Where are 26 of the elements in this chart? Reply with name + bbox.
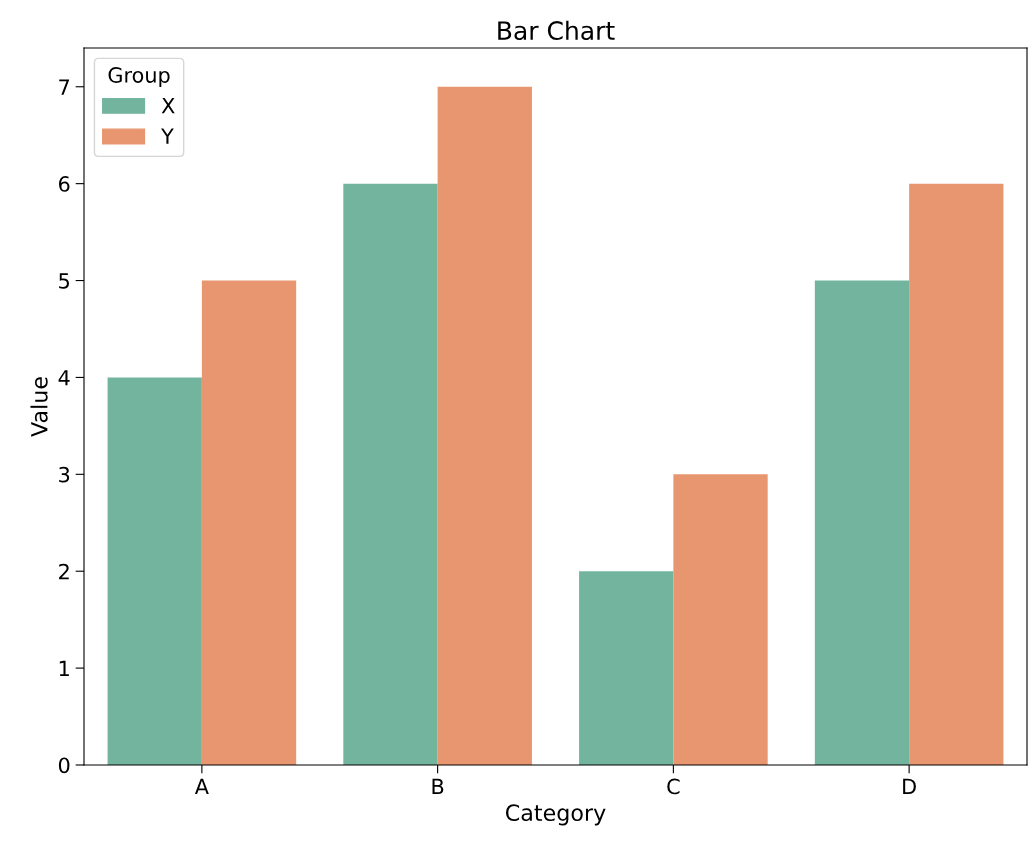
y-tick-label: 4 bbox=[58, 370, 70, 386]
bar bbox=[909, 183, 1004, 765]
x-tick-label: D bbox=[903, 778, 916, 795]
legend-label: X bbox=[161, 97, 175, 114]
bar bbox=[579, 571, 674, 765]
x-tick-label: C bbox=[667, 778, 680, 795]
y-tick-label: 5 bbox=[59, 273, 69, 289]
y-tick-label: 6 bbox=[59, 176, 70, 192]
bar bbox=[437, 86, 532, 765]
legend-title: Group bbox=[108, 67, 170, 87]
bar bbox=[201, 280, 297, 765]
bar bbox=[343, 183, 438, 765]
bar bbox=[673, 474, 768, 765]
y-tick-label: 0 bbox=[58, 757, 70, 774]
legend-label: Y bbox=[161, 128, 174, 144]
x-tick-label: B bbox=[432, 778, 444, 795]
x-tick-label: A bbox=[194, 778, 209, 795]
chart-title: Bar Chart bbox=[498, 20, 615, 41]
bar bbox=[107, 377, 202, 765]
bar bbox=[814, 280, 910, 765]
y-tick-label: 2 bbox=[59, 563, 69, 580]
y-axis-title: Value bbox=[30, 377, 48, 437]
x-axis-title: Category bbox=[505, 804, 606, 826]
y-tick-label: 3 bbox=[59, 466, 70, 483]
y-tick-label: 7 bbox=[59, 79, 70, 95]
y-tick-label: 1 bbox=[59, 660, 69, 677]
